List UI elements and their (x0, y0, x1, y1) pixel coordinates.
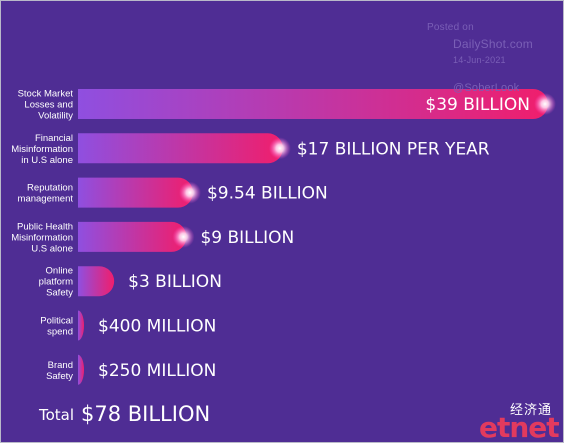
bar-group: Online platform Safety $3 BILLION (39, 266, 222, 299)
bar-glow (534, 93, 556, 115)
watermark-posted-on: Posted on (427, 22, 474, 33)
bar-group: Brand Safety $250 MILLION (46, 354, 216, 385)
value-label: $9 BILLION (200, 228, 294, 248)
bar (78, 89, 548, 119)
value-label: $39 BILLION (425, 95, 530, 115)
bar-glow (178, 181, 201, 204)
bar (78, 310, 84, 341)
category-label: Online platform Safety (39, 266, 74, 299)
bar-glow (172, 225, 195, 248)
value-label: $250 MILLION (98, 361, 216, 381)
value-label: $400 MILLION (98, 317, 216, 337)
category-label: Public Health Misinformation U.S alone (11, 221, 73, 254)
category-label: Stock Market Losses and Volatility (18, 89, 74, 122)
watermark-site: DailyShot.com (453, 37, 533, 51)
total-label: Total (38, 406, 74, 424)
category-label: Brand Safety (46, 360, 73, 382)
bar-group: Stock Market Losses and Volatility $39 BILL… (18, 89, 556, 122)
bar-glow (268, 137, 291, 160)
etnet-logo-chinese: 经济通 (510, 403, 553, 418)
bar-group: Financial Misinformation in U.S alone $17 B… (11, 133, 490, 166)
category-label: Reputation management (18, 183, 74, 205)
watermark-handle: @SoberLook (453, 82, 520, 94)
etnet-logo: etnet (479, 411, 560, 443)
watermark-date: 14-Jun-2021 (453, 55, 506, 65)
bars-layer: Stock Market Losses and Volatility $39 BILL… (11, 89, 556, 385)
bar (78, 266, 115, 297)
bar (78, 221, 187, 252)
bar (78, 177, 193, 208)
category-label: Financial Misinformation in U.S alone (11, 133, 73, 166)
bar-group: Political spend $400 MILLION (40, 310, 216, 341)
value-label: $9.54 BILLION (207, 184, 328, 204)
value-label: $17 BILLION PER YEAR (297, 139, 490, 159)
bar (78, 133, 283, 164)
total-value: $78 BILLION (81, 402, 210, 426)
category-label: Political spend (40, 316, 73, 338)
bar (78, 354, 84, 385)
bar-group: Reputation management $9.54 BILLION (18, 177, 328, 208)
value-label: $3 BILLION (128, 272, 222, 292)
bar-group: Public Health Misinformation U.S alone $9 B… (11, 221, 294, 254)
